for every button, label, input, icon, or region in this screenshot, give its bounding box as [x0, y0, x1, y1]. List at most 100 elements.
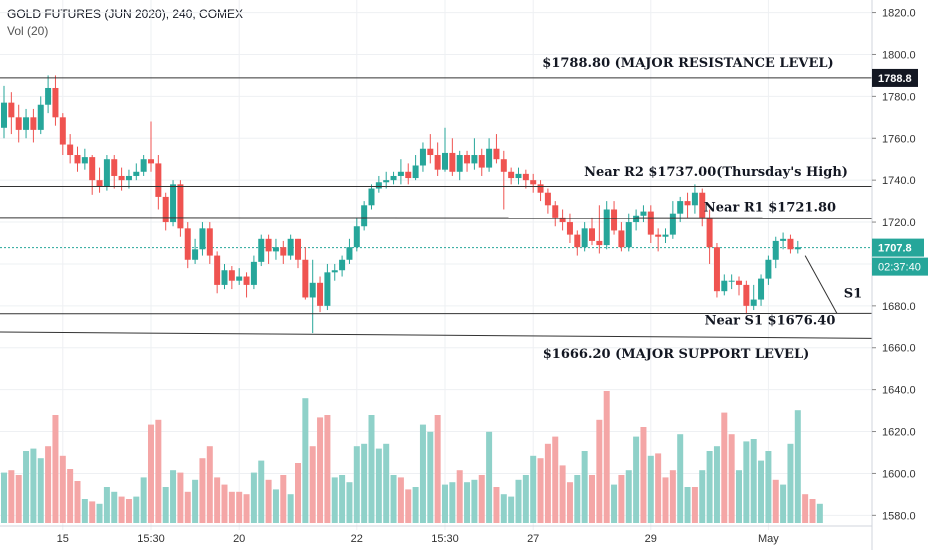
last-price-tag-bg — [872, 238, 924, 257]
candle-down — [302, 259, 309, 298]
candle-up — [339, 259, 346, 271]
candle-up — [258, 238, 265, 262]
volume-bar — [640, 427, 647, 523]
volume-bar — [243, 494, 250, 523]
volume-bar — [206, 446, 213, 523]
candle-up — [140, 159, 147, 172]
volume-bar — [74, 481, 81, 523]
price-tick-label: 1660.0 — [882, 343, 916, 355]
candle-up — [125, 175, 132, 181]
volume-bar — [125, 499, 132, 523]
candle-up — [750, 299, 757, 306]
volume-bar — [559, 465, 566, 523]
candle-up — [383, 180, 390, 183]
candle-up — [780, 238, 787, 241]
volume-bar — [478, 475, 485, 523]
volume-bar — [802, 494, 809, 523]
candle-down — [280, 247, 287, 256]
volume-bar — [8, 470, 15, 523]
volume-bar — [611, 484, 618, 523]
volume-bar — [662, 477, 669, 523]
candle-up — [375, 182, 382, 189]
level-line[interactable] — [0, 331, 873, 339]
volume-bar — [375, 448, 382, 523]
volume-bar — [265, 479, 272, 523]
volume-bar — [15, 475, 22, 523]
volume-bar — [544, 443, 551, 523]
countdown-tag-label: 02:37:40 — [878, 262, 921, 274]
candle-up — [45, 87, 52, 105]
volume-bar — [140, 477, 147, 523]
volume-bar — [184, 491, 191, 523]
volume-bar — [111, 491, 118, 523]
candle-up — [368, 188, 375, 206]
candle-up — [81, 157, 88, 164]
price-tick-label: 1800.0 — [882, 49, 916, 61]
volume-bar — [170, 470, 177, 523]
volume-bar — [236, 491, 243, 523]
annotation-label: S1 — [844, 286, 862, 301]
candle-down — [177, 184, 184, 229]
candle-down — [522, 173, 529, 181]
volume-bar — [728, 434, 735, 523]
volume-bar — [618, 475, 625, 523]
level-label: $1788.80 (MAJOR RESISTANCE LEVEL) — [542, 56, 833, 71]
volume-bar — [52, 415, 59, 523]
candle-up — [361, 205, 368, 227]
time-tick-label: 20 — [233, 533, 245, 545]
volume-bar — [258, 460, 265, 523]
price-tick-label: 1680.0 — [882, 301, 916, 313]
volume-bar — [361, 443, 368, 523]
volume-bar — [780, 484, 787, 523]
candle-up — [662, 234, 669, 237]
volume-bar — [442, 484, 448, 523]
volume-bar — [324, 415, 331, 523]
volume-bar — [787, 443, 794, 523]
candle-up — [133, 171, 140, 176]
volume-bar — [765, 451, 772, 523]
time-tick-label: May — [758, 533, 779, 545]
volume-bar — [302, 398, 309, 523]
time-tick-label: 27 — [527, 533, 539, 545]
volume-bar — [383, 443, 390, 523]
volume-bar — [456, 470, 463, 523]
candle-up — [603, 209, 610, 246]
volume-bar — [177, 472, 184, 523]
level-tag-bg — [872, 68, 918, 87]
volume-bar — [794, 410, 801, 523]
volume-bar — [272, 489, 279, 523]
candle-down — [15, 117, 22, 130]
volume-bar — [228, 491, 235, 523]
candle-up — [324, 272, 331, 306]
candle-down — [74, 155, 81, 164]
candle-down — [243, 276, 250, 285]
volume-bar — [67, 469, 74, 523]
candle-down — [559, 217, 566, 223]
volume-indicator-label: Vol (20) — [7, 24, 49, 38]
candle-down — [566, 222, 573, 235]
volume-bar — [397, 477, 404, 523]
volume-bar — [625, 470, 632, 523]
candle-up — [412, 165, 419, 179]
candle-down — [89, 157, 96, 181]
volume-bar — [221, 484, 228, 523]
candle-up — [721, 280, 728, 292]
volume-bar — [309, 446, 316, 523]
volume-bar — [493, 487, 500, 523]
candle-down — [96, 180, 103, 187]
candle-down — [59, 117, 66, 145]
price-tick-label: 1640.0 — [882, 385, 916, 397]
volume-bar — [464, 482, 471, 523]
candle-up — [397, 171, 404, 176]
candle-down — [684, 201, 691, 206]
candle-down — [736, 280, 742, 285]
volume-bar — [250, 472, 257, 523]
time-tick-label: 29 — [645, 533, 657, 545]
volume-bar — [566, 482, 573, 523]
level-label: $1666.20 (MAJOR SUPPORT LEVEL) — [543, 347, 810, 362]
chart-title: GOLD FUTURES (JUN 2020), 240, COMEX — [7, 7, 244, 21]
candle-up — [625, 222, 632, 248]
volume-bar — [816, 503, 823, 523]
level-label: Near R2 $1737.00(Thursday's High) — [584, 165, 848, 180]
